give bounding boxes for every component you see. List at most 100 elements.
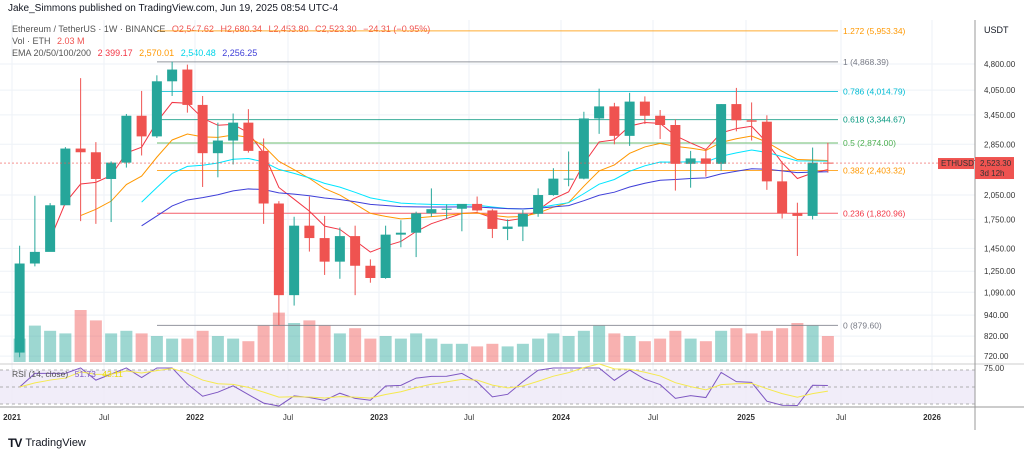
- price-tick-label: 1,250.00: [984, 267, 1016, 276]
- volume-bar: [410, 333, 423, 362]
- volume-bar: [638, 341, 651, 362]
- ema-line-0: [49, 101, 828, 253]
- volume-bar: [715, 330, 728, 362]
- candle-body: [334, 236, 345, 262]
- time-tick-label: 2021: [3, 413, 21, 422]
- volume-bar: [242, 341, 255, 362]
- candle-body: [14, 263, 25, 353]
- volume-bar: [821, 336, 834, 362]
- candle-body: [182, 69, 193, 105]
- candle-body: [45, 205, 56, 252]
- volume-bar: [349, 328, 362, 362]
- fib-label-0.5: 0.5 (2,874.00): [843, 138, 896, 148]
- volume-bar: [623, 336, 636, 362]
- volume-bar: [105, 333, 118, 362]
- candle-body: [517, 213, 528, 227]
- time-tick-label: Jul: [283, 413, 293, 422]
- volume-legend: Vol · ETH 2.03 M: [12, 36, 89, 46]
- high-value: H2,680.34: [220, 24, 263, 34]
- candle-body: [578, 118, 589, 179]
- volume-bar: [318, 325, 331, 362]
- volume-bar: [562, 336, 575, 362]
- volume-bar: [760, 330, 773, 362]
- publisher-line: Jake_Simmons published on TradingView.co…: [8, 3, 339, 14]
- candle-body: [121, 115, 132, 163]
- price-tick-label: 4,800.00: [984, 60, 1016, 69]
- volume-bar: [44, 330, 57, 362]
- close-value: C2,523.30: [315, 24, 357, 34]
- volume-bar: [379, 336, 392, 362]
- candle-body: [151, 81, 162, 137]
- volume-bar: [577, 330, 590, 362]
- ema-line-2: [141, 149, 828, 210]
- time-tick-label: Jul: [648, 413, 658, 422]
- candle-body: [807, 162, 818, 216]
- candle-body: [533, 195, 544, 214]
- price-tick-label: 720.00: [984, 352, 1009, 361]
- volume-bar: [745, 333, 758, 362]
- candle-body: [365, 265, 376, 279]
- currency-label: USDT: [984, 25, 1009, 35]
- price-tick-label: 4,050.00: [984, 86, 1016, 95]
- candle-body: [273, 203, 284, 296]
- volume-bar: [425, 338, 438, 362]
- rsi-ma-line: [19, 363, 828, 399]
- price-tick-label: 1,090.00: [984, 288, 1016, 297]
- candle-body: [700, 158, 711, 164]
- candle-body: [106, 162, 117, 179]
- volume-bar: [288, 323, 301, 362]
- time-tick-label: 2025: [737, 413, 755, 422]
- fib-label-0.618: 0.618 (3,344.67): [843, 115, 906, 125]
- volume-bar: [74, 310, 87, 362]
- countdown-label: 3d 12h: [980, 169, 1004, 178]
- candle-body: [350, 236, 361, 266]
- candle-body: [380, 234, 391, 279]
- volume-bar: [166, 338, 179, 362]
- volume-bar: [532, 338, 545, 362]
- volume-bar: [791, 323, 804, 362]
- volume-bar: [776, 328, 789, 362]
- candle-body: [487, 210, 498, 229]
- current-price-badge: [975, 157, 1014, 180]
- candle-body: [441, 208, 452, 210]
- rsi-ma-value: 43.11: [102, 369, 123, 379]
- footer-brand[interactable]: TV TradingView: [8, 436, 86, 450]
- symbol-name: Ethereum / TetherUS · 1W · BINANCE: [12, 24, 166, 34]
- rsi-line: [19, 367, 828, 407]
- candle-body: [792, 213, 803, 216]
- candle-body: [456, 203, 467, 209]
- rsi-upper-label: 75.00: [984, 364, 1005, 373]
- candle-body: [258, 150, 269, 204]
- time-tick-label: Jul: [836, 413, 846, 422]
- volume-bar: [501, 346, 514, 362]
- volume-bar: [440, 343, 453, 362]
- brand-name: TradingView: [25, 437, 86, 449]
- candle-body: [289, 225, 300, 296]
- rsi-value: 51.73: [74, 369, 96, 379]
- symbol-tag: [938, 158, 974, 170]
- candle-body: [548, 178, 559, 196]
- volume-bar: [593, 325, 606, 362]
- volume-label: Vol · ETH: [12, 36, 51, 46]
- volume-bar: [303, 320, 316, 362]
- price-chart[interactable]: 4,800.00 4,050.00 3,450.00 2,850.00 2,050.00…: [0, 0, 1024, 430]
- volume-value: 2.03 M: [57, 36, 85, 46]
- candle-body: [822, 162, 833, 164]
- ema-line-1: [80, 133, 828, 220]
- volume-bar: [684, 338, 697, 362]
- rsi-legend: RSI (14, close) 51.73 43.11: [12, 369, 127, 379]
- volume-bar: [608, 333, 621, 362]
- fib-label-0.236: 0.236 (1,820.96): [843, 208, 906, 218]
- candle-body: [502, 226, 513, 229]
- candle-body: [411, 213, 422, 233]
- candle-body: [670, 125, 681, 164]
- candle-body: [777, 181, 788, 214]
- candle-body: [243, 122, 254, 151]
- ema-line-3: [141, 168, 828, 227]
- tradingview-logo-icon: TV: [8, 436, 22, 450]
- volume-bar: [486, 343, 499, 362]
- fib-label-1.272: 1.272 (5,953.34): [843, 26, 906, 36]
- ema20-value: 2,399.17: [97, 48, 133, 58]
- ema100-value: 2,540.48: [180, 48, 216, 58]
- candle-body: [716, 104, 727, 164]
